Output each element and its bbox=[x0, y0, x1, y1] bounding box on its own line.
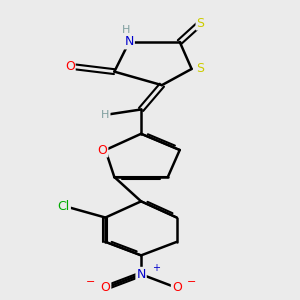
Text: O: O bbox=[65, 60, 75, 73]
Text: +: + bbox=[152, 262, 160, 272]
Text: N: N bbox=[124, 35, 134, 48]
Text: O: O bbox=[98, 143, 107, 157]
Text: −: − bbox=[86, 278, 95, 287]
Text: O: O bbox=[172, 281, 182, 294]
Text: O: O bbox=[100, 281, 110, 294]
Text: H: H bbox=[101, 110, 110, 120]
Text: H: H bbox=[122, 25, 130, 35]
Text: −: − bbox=[187, 278, 196, 287]
Text: S: S bbox=[196, 16, 205, 29]
Text: N: N bbox=[136, 268, 146, 281]
Text: S: S bbox=[196, 62, 205, 75]
Text: Cl: Cl bbox=[58, 200, 70, 213]
